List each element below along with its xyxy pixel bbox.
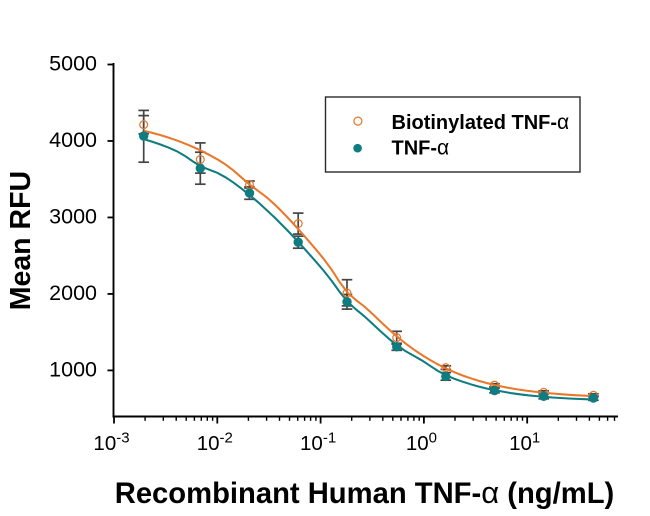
- svg-text:100: 100: [406, 430, 437, 456]
- svg-text:Biotinylated TNF-α: Biotinylated TNF-α: [392, 111, 570, 134]
- svg-text:Mean RFU: Mean RFU: [5, 171, 37, 310]
- svg-text:1000: 1000: [49, 358, 97, 382]
- svg-text:TNF-α: TNF-α: [392, 137, 450, 160]
- svg-text:5000: 5000: [49, 52, 97, 76]
- svg-text:2000: 2000: [49, 281, 97, 305]
- svg-text:10-2: 10-2: [197, 430, 233, 456]
- svg-text:3000: 3000: [49, 205, 97, 229]
- svg-text:Recombinant Human TNF-α (ng/mL: Recombinant Human TNF-α (ng/mL): [115, 475, 615, 510]
- svg-text:101: 101: [509, 430, 540, 456]
- svg-text:10-3: 10-3: [93, 430, 129, 456]
- svg-text:10-1: 10-1: [300, 430, 336, 456]
- svg-text:4000: 4000: [49, 128, 97, 152]
